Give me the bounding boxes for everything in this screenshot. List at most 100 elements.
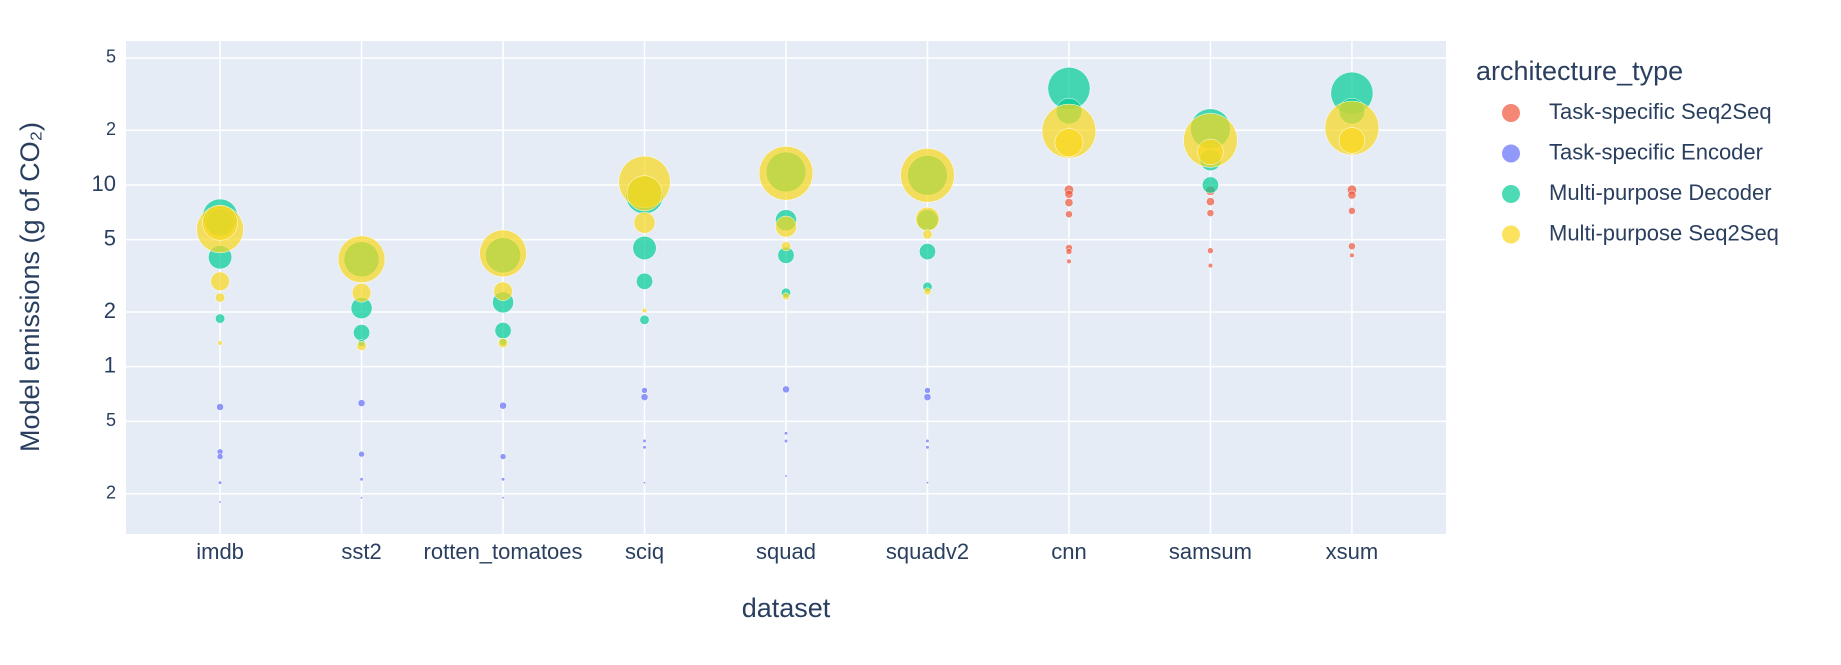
- x-tick-label: sst2: [341, 539, 381, 564]
- point: [1064, 189, 1074, 199]
- point: [1347, 190, 1357, 200]
- point: [217, 340, 223, 346]
- point: [1338, 127, 1366, 154]
- legend-marker: [1502, 104, 1520, 122]
- x-tick-label: samsum: [1169, 539, 1252, 564]
- point: [1206, 197, 1215, 206]
- point: [1207, 263, 1214, 269]
- point: [498, 338, 508, 348]
- point: [1065, 248, 1073, 255]
- point: [639, 314, 650, 325]
- y-tick-label: 2: [104, 298, 116, 323]
- point: [351, 283, 372, 303]
- point: [642, 445, 647, 450]
- point: [783, 431, 789, 436]
- x-tick-label: squad: [756, 539, 816, 564]
- x-tick-label: xsum: [1326, 539, 1379, 564]
- point: [499, 401, 507, 410]
- point: [360, 496, 363, 500]
- point: [1206, 209, 1215, 217]
- point: [215, 313, 226, 324]
- point: [758, 146, 814, 201]
- legend-marker: [1502, 144, 1520, 163]
- point: [499, 453, 507, 460]
- legend-label: Task-specific Encoder: [1549, 139, 1763, 164]
- point: [926, 481, 929, 485]
- point: [1065, 210, 1073, 219]
- point: [915, 206, 940, 231]
- point: [494, 322, 512, 340]
- point: [923, 287, 932, 296]
- point: [501, 496, 505, 500]
- point: [218, 480, 223, 485]
- point: [775, 215, 797, 238]
- legend-title: architecture_type: [1476, 56, 1683, 86]
- point: [919, 243, 936, 261]
- point: [358, 450, 365, 458]
- legend-marker: [1502, 185, 1520, 203]
- point: [479, 229, 527, 278]
- point: [1064, 198, 1074, 207]
- x-tick-label: squadv2: [886, 539, 969, 564]
- point: [626, 175, 663, 212]
- point: [1207, 247, 1214, 254]
- point: [783, 438, 789, 443]
- point: [642, 438, 647, 443]
- point: [643, 481, 646, 485]
- legend-label: Multi-purpose Seq2Seq: [1549, 220, 1779, 245]
- point: [1066, 258, 1072, 264]
- y-tick-label: 10: [92, 171, 116, 196]
- point: [640, 393, 649, 401]
- y-tick-label: 5: [106, 47, 116, 67]
- y-tick-label: 1: [104, 352, 116, 377]
- point: [641, 307, 648, 314]
- point: [493, 281, 513, 301]
- point: [900, 148, 955, 203]
- point: [1197, 138, 1224, 166]
- point: [216, 403, 224, 411]
- legend-label: Task-specific Seq2Seq: [1549, 99, 1772, 124]
- y-tick-label: 2: [106, 482, 116, 502]
- x-tick-label: sciq: [625, 539, 664, 564]
- y-tick-label: 5: [104, 225, 116, 250]
- y-tick-label: 2: [106, 119, 116, 139]
- point: [1348, 207, 1356, 215]
- y-axis-title: Model emissions (g of CO₂): [15, 122, 45, 452]
- point: [1201, 176, 1219, 194]
- point: [202, 204, 238, 241]
- x-tick-label: rotten_tomatoes: [424, 539, 583, 564]
- point: [356, 341, 367, 351]
- point: [1349, 252, 1355, 258]
- point: [337, 235, 386, 284]
- point: [636, 272, 653, 290]
- point: [501, 477, 506, 482]
- legend-marker: [1502, 225, 1520, 244]
- point: [215, 292, 226, 303]
- x-axis-title: dataset: [742, 593, 831, 623]
- point: [353, 324, 371, 342]
- point: [781, 241, 791, 252]
- point: [782, 385, 790, 394]
- point: [633, 211, 656, 234]
- point: [1348, 242, 1356, 251]
- point: [923, 393, 932, 401]
- point: [218, 500, 222, 504]
- point: [922, 229, 933, 240]
- point: [925, 445, 930, 450]
- point: [924, 387, 931, 394]
- legend-label: Multi-purpose Decoder: [1549, 180, 1772, 205]
- x-tick-label: cnn: [1051, 539, 1086, 564]
- point: [782, 292, 790, 301]
- point: [210, 271, 230, 291]
- point: [1054, 128, 1084, 157]
- point: [216, 453, 224, 460]
- point: [357, 399, 366, 407]
- point: [359, 477, 364, 482]
- y-tick-label: 5: [106, 410, 116, 430]
- point: [925, 438, 930, 443]
- point: [784, 474, 788, 478]
- point: [632, 236, 657, 260]
- point: [641, 387, 648, 394]
- x-tick-label: imdb: [196, 539, 244, 564]
